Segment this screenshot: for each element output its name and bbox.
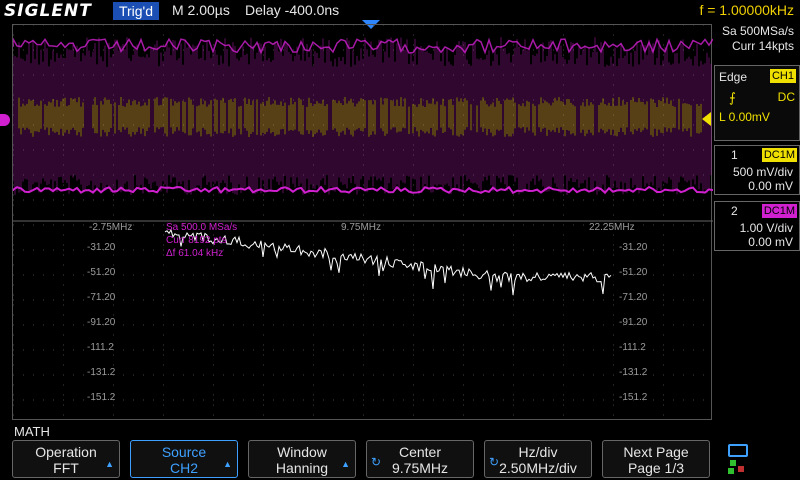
softkey-title: Window: [277, 444, 327, 460]
ch2-offset: 0.00 mV: [748, 235, 793, 249]
hz-per-div-softkey[interactable]: ↻ Hz/div 2.50MHz/div: [484, 440, 592, 478]
fft-db-label: -131.2: [619, 367, 648, 378]
fft-info-resolution: Δf 61.04 kHz: [166, 248, 224, 259]
delay-readout[interactable]: Delay -400.0ns: [245, 2, 340, 18]
ch1-offset: 0.00 mV: [748, 179, 793, 193]
center-softkey[interactable]: ↻ Center 9.75MHz: [366, 440, 474, 478]
softkey-value: FFT: [53, 460, 79, 476]
softkey-value: 2.50MHz/div: [499, 460, 577, 476]
fft-db-label: -51.20: [87, 267, 116, 278]
fft-db-label: -31.20: [87, 242, 116, 253]
fft-db-label: -131.2: [87, 367, 116, 378]
trigger-panel[interactable]: Edge CH1 ⨍ DC L 0.00mV: [714, 65, 800, 141]
waveform-canvas: [13, 25, 713, 416]
fft-db-label: -31.20: [619, 242, 648, 253]
fft-info-points: Curr 8192 pts: [166, 235, 227, 246]
trigger-level-marker-icon[interactable]: [702, 112, 711, 126]
fft-db-label: -151.2: [619, 392, 648, 403]
trigger-source-badge: CH1: [769, 69, 796, 83]
arrow-up-icon: ▲: [105, 459, 114, 469]
fft-freq-label-left: -2.75MHz: [89, 222, 133, 233]
rising-edge-icon: ⨍: [729, 90, 736, 105]
arrow-up-icon: ▲: [341, 459, 350, 469]
fft-db-label: -71.20: [619, 292, 648, 303]
frequency-counter: f = 1.00000kHz: [699, 2, 794, 18]
status-bar: [0, 0, 800, 22]
ch1-number: 1: [731, 148, 738, 162]
trigger-level: L 0.00mV: [719, 110, 770, 124]
ch2-scale: 1.00 V/div: [739, 221, 793, 235]
fft-trace: [164, 228, 612, 296]
fft-db-label: -111.2: [87, 342, 114, 353]
next-page-softkey[interactable]: Next Page Page 1/3: [602, 440, 710, 478]
timebase-readout[interactable]: M 2.00µs: [172, 2, 230, 18]
acquisition-info: Sa 500MSa/s Curr 14kpts: [708, 24, 794, 54]
window-softkey[interactable]: Window Hanning ▲: [248, 440, 356, 478]
ch2-envelope-bottom: [13, 185, 713, 195]
softkey-title: Center: [398, 444, 442, 460]
trigger-status-badge[interactable]: Trig'd: [113, 2, 159, 20]
network-icon: [730, 460, 736, 466]
source-softkey[interactable]: Source CH2 ▲: [130, 440, 238, 478]
arrow-up-icon: ▲: [223, 459, 232, 469]
ch2-coupling-badge: DC1M: [761, 204, 797, 218]
ch2-offset-marker-icon[interactable]: [0, 114, 10, 126]
fft-info-sample-rate: Sa 500.0 MSa/s: [166, 222, 238, 233]
fft-db-label: -151.2: [87, 392, 116, 403]
usb-icon: [728, 444, 748, 457]
ch1-panel[interactable]: 1 DC1M 500 mV/div 0.00 mV: [714, 145, 800, 195]
fft-db-label: -51.20: [619, 267, 648, 278]
softkey-value: CH2: [169, 460, 198, 476]
ch1-waveform: [18, 97, 702, 137]
memory-depth: Curr 14kpts: [731, 39, 794, 53]
ch2-envelope-top: [13, 37, 713, 55]
ch1-coupling-badge: DC1M: [761, 148, 797, 162]
softkey-title: Operation: [35, 444, 97, 460]
menu-title: MATH: [14, 424, 50, 439]
trigger-type: Edge: [719, 70, 748, 84]
fft-db-label: -71.20: [87, 292, 116, 303]
fft-db-label: -91.20: [619, 317, 648, 328]
softkey-value: 9.75MHz: [391, 460, 449, 476]
ch2-number: 2: [731, 204, 738, 218]
softkey-title: Source: [161, 444, 207, 460]
trigger-coupling: DC: [777, 90, 795, 104]
ch1-scale: 500 mV/div: [732, 165, 793, 179]
fft-db-label: -111.2: [619, 342, 646, 353]
softkey-value: Page 1/3: [627, 460, 685, 476]
sample-rate: Sa 500MSa/s: [721, 24, 794, 38]
grid-dots: [13, 25, 713, 416]
softkey-title: Hz/div: [518, 444, 558, 460]
fft-freq-label-right: 22.25MHz: [589, 222, 635, 233]
fft-db-label: -91.20: [87, 317, 116, 328]
knob-icon: ↻: [489, 455, 500, 469]
operation-softkey[interactable]: Operation FFT ▲: [12, 440, 120, 478]
ch2-panel[interactable]: 2 DC1M 1.00 V/div 0.00 mV: [714, 201, 800, 251]
waveform-display[interactable]: -2.75MHz 9.75MHz 22.25MHz -31.20 -51.20 …: [12, 24, 713, 420]
brand-logo: SIGLENT: [4, 1, 92, 21]
softkey-value: Hanning: [275, 460, 329, 476]
ch2-waveform: [13, 37, 712, 195]
knob-icon: ↻: [371, 455, 382, 469]
fft-freq-label-center: 9.75MHz: [341, 222, 382, 233]
softkey-title: Next Page: [623, 444, 689, 460]
